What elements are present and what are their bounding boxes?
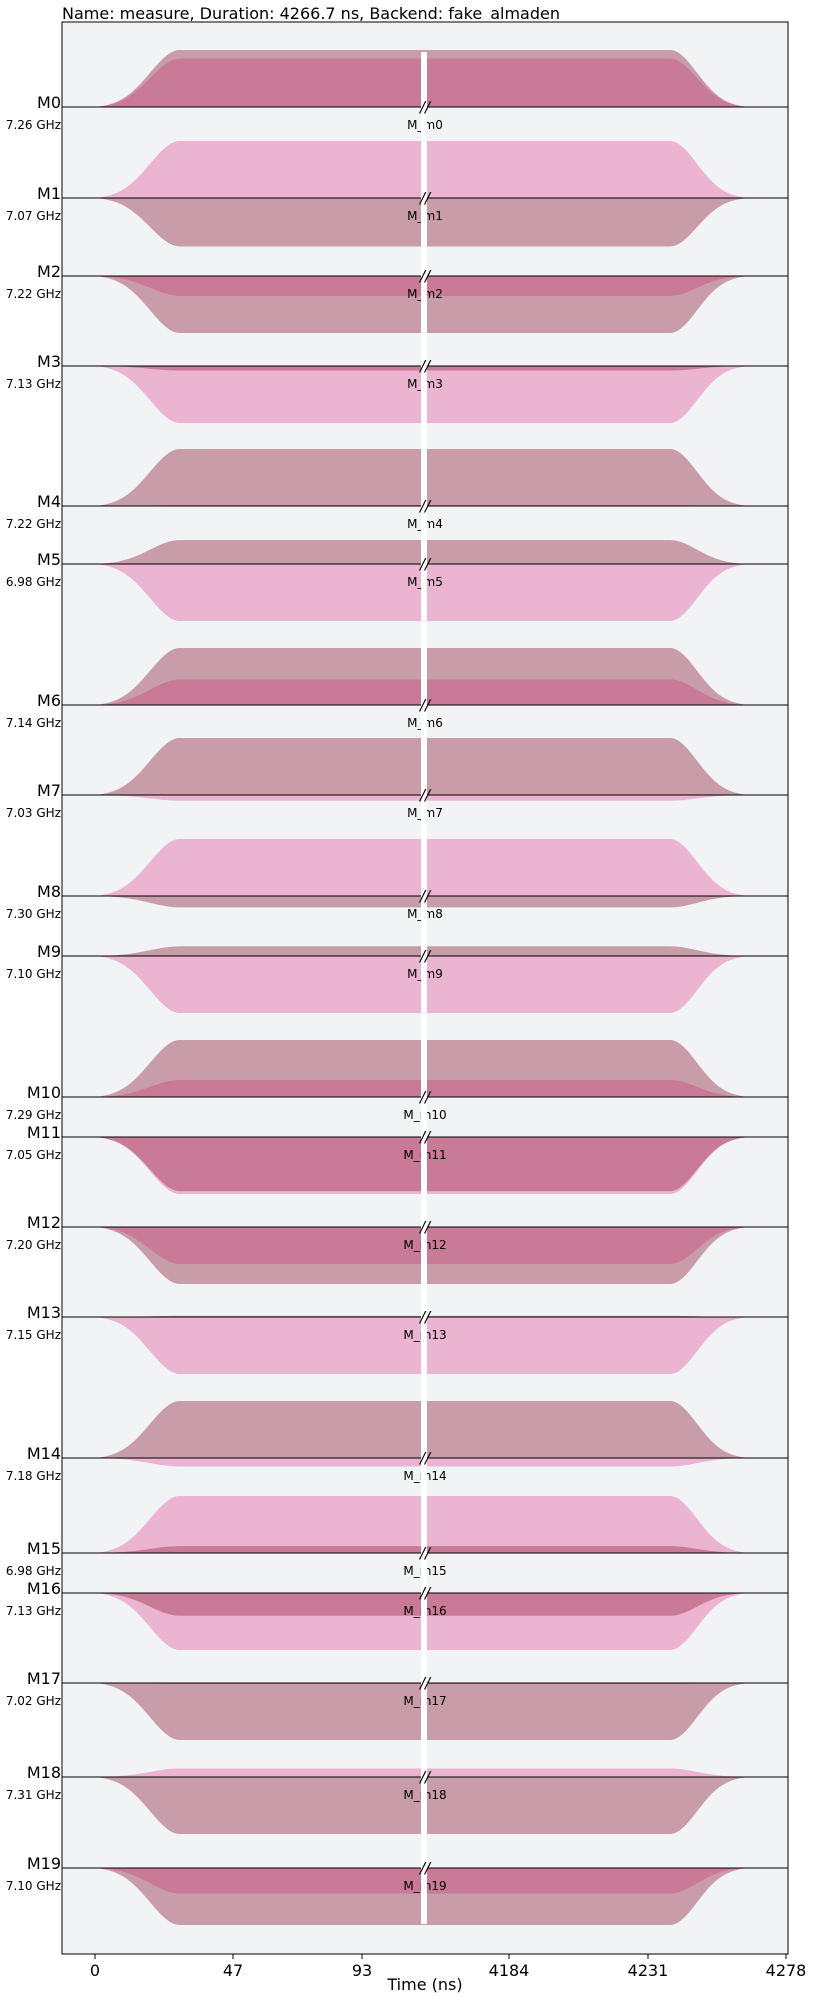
x-tick-label: 0 xyxy=(90,1961,100,1980)
x-tick-label: 4278 xyxy=(766,1961,807,1980)
x-axis: 0 47 93 4184 4231 4278 xyxy=(90,1954,806,1980)
break-mark: // xyxy=(418,1218,432,1236)
channel-frequency: 7.31 GHz xyxy=(6,1788,61,1802)
break-mark: // xyxy=(418,555,432,573)
break-mark: // xyxy=(418,947,432,965)
channel-name: M0 xyxy=(37,93,61,112)
break-mark: // xyxy=(418,887,432,905)
channel-frequency: 7.26 GHz xyxy=(6,118,61,132)
channel-frequency: 7.20 GHz xyxy=(6,1238,61,1252)
channel-frequency: 7.18 GHz xyxy=(6,1469,61,1483)
channel-frequency: 7.29 GHz xyxy=(6,1108,61,1122)
channel-name: M15 xyxy=(27,1539,61,1558)
break-mark: // xyxy=(418,1768,432,1786)
channel-frequency: 7.02 GHz xyxy=(6,1694,61,1708)
break-mark: // xyxy=(418,189,432,207)
x-tick-label: 47 xyxy=(223,1961,243,1980)
channel-name: M14 xyxy=(27,1444,61,1463)
channel-name: M16 xyxy=(27,1579,61,1598)
channel-name: M5 xyxy=(37,550,61,569)
channel-name: M13 xyxy=(27,1303,61,1322)
channel-name: M4 xyxy=(37,492,61,511)
channel-name: M11 xyxy=(27,1123,61,1142)
break-mark: // xyxy=(418,98,432,116)
break-mark: // xyxy=(418,786,432,804)
break-mark: // xyxy=(418,1584,432,1602)
x-tick-label: 4184 xyxy=(489,1961,530,1980)
chart-title: Name: measure, Duration: 4266.7 ns, Back… xyxy=(62,4,560,24)
channel-name: M19 xyxy=(27,1854,61,1873)
break-mark: // xyxy=(418,1674,432,1692)
time-break-bar xyxy=(421,52,427,1924)
break-mark: // xyxy=(418,696,432,714)
channel-frequency: 6.98 GHz xyxy=(6,1564,61,1578)
break-mark: // xyxy=(418,1308,432,1326)
channel-name: M1 xyxy=(37,184,61,203)
break-mark: // xyxy=(418,357,432,375)
break-mark: // xyxy=(418,1544,432,1562)
break-marks-layer: // // // // // // // // // // // // // // // // // // // // xyxy=(418,98,432,1877)
channel-frequency: 7.30 GHz xyxy=(6,907,61,921)
channel-name: M9 xyxy=(37,942,61,961)
channel-name: M12 xyxy=(27,1213,61,1232)
channel-frequency: 7.22 GHz xyxy=(6,517,61,531)
channel-name: M18 xyxy=(27,1763,61,1782)
channel-frequency: 6.98 GHz xyxy=(6,575,61,589)
channel-frequency: 7.15 GHz xyxy=(6,1328,61,1342)
break-mark: // xyxy=(418,1859,432,1877)
channel-frequency: 7.07 GHz xyxy=(6,209,61,223)
x-axis-label: Time (ns) xyxy=(386,1975,462,1994)
channel-frequency: 7.14 GHz xyxy=(6,716,61,730)
channel-frequency: 7.13 GHz xyxy=(6,377,61,391)
channel-name: M10 xyxy=(27,1083,61,1102)
x-tick-label: 93 xyxy=(352,1961,372,1980)
channel-frequency: 7.03 GHz xyxy=(6,806,61,820)
break-mark: // xyxy=(418,1128,432,1146)
break-mark: // xyxy=(418,1449,432,1467)
channel-frequency: 7.05 GHz xyxy=(6,1148,61,1162)
channel-frequency: 7.10 GHz xyxy=(6,1879,61,1893)
channel-name: M7 xyxy=(37,781,61,800)
x-tick-label: 4231 xyxy=(628,1961,669,1980)
break-mark: // xyxy=(418,497,432,515)
channel-frequency: 7.22 GHz xyxy=(6,287,61,301)
channel-name: M2 xyxy=(37,262,61,281)
break-mark: // xyxy=(418,267,432,285)
channel-frequency: 7.13 GHz xyxy=(6,1604,61,1618)
break-mark: // xyxy=(418,1088,432,1106)
channel-name: M8 xyxy=(37,882,61,901)
channel-name: M3 xyxy=(37,352,61,371)
channel-name: M6 xyxy=(37,691,61,710)
channel-frequency: 7.10 GHz xyxy=(6,967,61,981)
channel-name: M17 xyxy=(27,1669,61,1688)
